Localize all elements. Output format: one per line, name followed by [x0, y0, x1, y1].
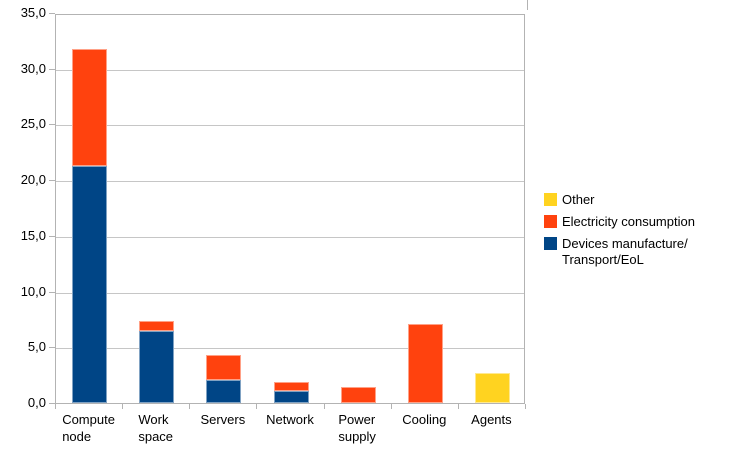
category-label: Servers — [200, 412, 246, 427]
bar-segment-compute-node — [72, 165, 108, 403]
x-axis-tick — [189, 404, 191, 409]
x-axis-tick — [390, 404, 392, 409]
y-axis-tick — [49, 347, 55, 349]
y-axis-tick — [49, 124, 55, 126]
y-axis-label: 30,0 — [20, 60, 46, 76]
y-axis-tick — [49, 291, 55, 293]
category-label: Work space — [138, 412, 174, 444]
legend-swatch-icon — [544, 193, 557, 206]
plot-area — [55, 14, 525, 404]
y-gridline — [56, 125, 524, 127]
y-gridline — [56, 69, 524, 71]
top-edge-tick — [527, 0, 528, 10]
y-axis-label: 5,0 — [27, 339, 46, 355]
legend-label: Devices manufacture/ Transport/EoL — [562, 236, 688, 267]
category-label: Network — [266, 412, 314, 427]
legend-label: Other — [562, 192, 595, 207]
y-axis-tick — [49, 13, 55, 14]
bar-segment-network — [273, 381, 309, 391]
bar-segment-work-space — [139, 330, 175, 403]
legend-label: Electricity consumption — [562, 214, 695, 229]
category-label: Agents — [471, 412, 512, 427]
y-axis-tick — [49, 403, 55, 404]
legend-swatch-icon — [544, 215, 557, 228]
y-gridline — [56, 292, 524, 294]
x-axis-tick — [256, 404, 258, 409]
y-gridline — [56, 236, 524, 238]
x-axis-tick — [323, 404, 325, 409]
y-gridline — [56, 181, 524, 183]
bar-segment-compute-node — [72, 48, 108, 166]
x-axis-tick — [525, 404, 526, 409]
bar-segment-cooling — [407, 323, 443, 403]
category-label: Cooling — [402, 412, 447, 427]
bar-segment-power-supply — [340, 387, 376, 403]
bar-segment-agents — [474, 372, 510, 403]
x-axis-tick — [457, 404, 459, 409]
y-axis-label: 35,0 — [20, 5, 46, 20]
bar-segment-servers — [206, 355, 242, 380]
legend: Other Electricity consumption Devices manu… — [544, 192, 695, 274]
y-axis-tick — [49, 235, 55, 237]
legend-item: Devices manufacture/ Transport/EoL — [544, 236, 695, 268]
y-axis-label: 25,0 — [20, 116, 46, 132]
bar-segment-work-space — [139, 320, 175, 331]
y-axis-label: 0,0 — [27, 395, 46, 410]
category-label: Compute node — [62, 412, 115, 444]
legend-swatch-icon — [544, 237, 557, 250]
x-axis-tick — [122, 404, 124, 409]
bar-segment-servers — [206, 379, 242, 403]
y-axis-tick — [49, 180, 55, 182]
y-axis-tick — [49, 68, 55, 70]
legend-item: Other — [544, 192, 695, 208]
y-axis-label: 10,0 — [20, 283, 46, 299]
y-gridline — [56, 348, 524, 350]
legend-item: Electricity consumption — [544, 214, 695, 230]
y-axis-label: 20,0 — [20, 172, 46, 188]
x-axis-tick — [55, 404, 56, 409]
bar-segment-network — [273, 390, 309, 403]
category-label: Power supply — [338, 412, 376, 444]
y-axis-label: 15,0 — [20, 227, 46, 243]
